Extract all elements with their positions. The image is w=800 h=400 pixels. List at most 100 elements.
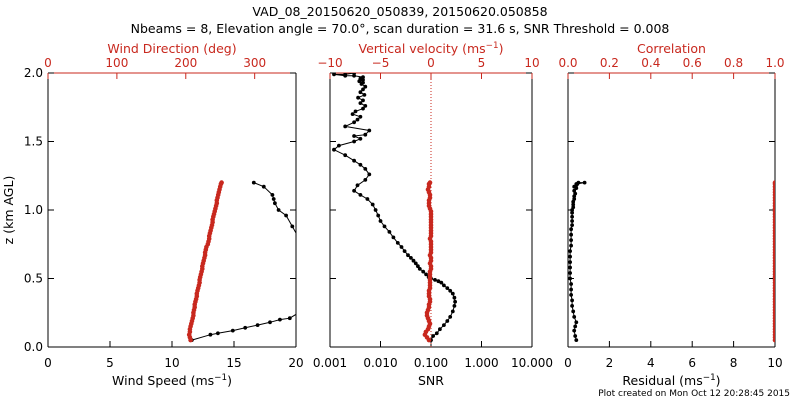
data-point	[568, 254, 572, 259]
data-point	[355, 117, 360, 122]
data-point	[361, 106, 365, 111]
data-point	[365, 197, 370, 201]
x-tick-label-bottom: 15	[226, 356, 241, 370]
data-point	[361, 87, 365, 92]
x-tick-label-top: 100	[105, 56, 128, 70]
x-tick-label-bottom: 4	[647, 356, 655, 370]
data-point	[352, 134, 356, 138]
series-line	[191, 182, 296, 341]
data-point	[343, 73, 348, 77]
data-point	[452, 304, 457, 308]
x-tick-label-bottom: 6	[688, 356, 696, 370]
data-point	[569, 232, 573, 237]
data-point	[358, 193, 363, 197]
data-point	[382, 224, 387, 229]
series-bottom	[568, 180, 587, 342]
data-point	[363, 167, 368, 171]
data-point	[273, 201, 277, 206]
data-point	[343, 153, 348, 158]
data-point	[436, 279, 441, 284]
data-point	[353, 109, 358, 114]
series-top	[422, 180, 434, 343]
data-point	[363, 84, 368, 89]
data-point	[251, 180, 256, 185]
data-point	[574, 182, 579, 186]
data-point	[411, 258, 416, 263]
data-point	[278, 317, 282, 322]
data-point	[358, 90, 363, 95]
data-point	[450, 309, 455, 314]
data-point	[569, 282, 573, 286]
data-point	[352, 188, 356, 193]
data-point	[276, 208, 281, 212]
x-tick-label-bottom: 0.001	[313, 356, 347, 370]
panel-residual: 0 2 4 6 8 10 Residual (ms−1) 0.0 0.2 0.4 0.6 0.8 1.0…	[558, 41, 784, 388]
x-tick-label-bottom: 0	[44, 356, 52, 370]
data-point	[352, 73, 356, 78]
x-tick-label-top: 0	[427, 56, 435, 70]
data-point	[453, 299, 457, 304]
data-point	[216, 331, 220, 336]
y-tick-label: 0.0	[24, 340, 43, 354]
data-point	[569, 293, 573, 297]
data-point	[391, 235, 396, 240]
data-point	[574, 320, 579, 325]
data-point	[362, 93, 367, 97]
data-point	[297, 236, 301, 240]
data-point	[421, 269, 426, 274]
data-point	[355, 183, 360, 188]
data-point	[427, 180, 433, 185]
data-point	[290, 224, 295, 229]
data-point	[406, 253, 410, 258]
data-point	[568, 276, 572, 281]
x-tick-label-bottom: 1.000	[464, 356, 498, 370]
x-tick-label-top: 5	[478, 56, 486, 70]
data-point	[358, 162, 363, 167]
data-point	[582, 180, 587, 185]
data-point	[413, 261, 418, 266]
data-point	[574, 338, 579, 342]
x-axis-label-bottom: Wind Speed (ms−1)	[112, 373, 232, 388]
x-tick-label-top: −10	[317, 56, 342, 70]
data-point	[417, 267, 422, 271]
data-point	[570, 219, 574, 223]
x-tick-label-bottom: 10	[767, 356, 782, 370]
data-point	[352, 139, 356, 144]
data-point	[569, 243, 573, 248]
data-point	[363, 132, 368, 137]
data-point	[358, 136, 363, 141]
data-point	[370, 202, 375, 207]
figure-title-line1: VAD_08_20150620_050839, 20150620.050858	[252, 4, 547, 19]
y-tick-label: 2.0	[24, 66, 43, 80]
data-point	[450, 291, 455, 296]
data-point	[431, 334, 435, 338]
data-point	[445, 319, 450, 323]
data-point	[361, 80, 365, 85]
data-point	[363, 104, 368, 108]
data-point	[448, 315, 453, 319]
data-point	[433, 278, 437, 282]
data-point	[352, 158, 356, 163]
data-point	[230, 328, 235, 333]
x-axis-label-top: Wind Direction (deg)	[107, 41, 236, 56]
data-point	[352, 73, 356, 75]
panel-snr: 0.001 0.010 0.100 1.000 10.000 SNR −10 −5 0 5 10 Ve…	[313, 41, 553, 388]
x-axis-label-top: Correlation	[637, 41, 706, 56]
data-point	[570, 223, 574, 228]
x-tick-label-bottom: 10.000	[511, 356, 553, 370]
y-tick-label: 0.5	[24, 272, 43, 286]
data-point	[270, 193, 275, 197]
data-point	[571, 202, 576, 207]
data-point	[337, 143, 341, 148]
series-bottom	[332, 73, 457, 342]
x-tick-label-bottom: 5	[106, 356, 114, 370]
data-point	[772, 180, 775, 185]
data-point	[367, 172, 372, 177]
data-point	[219, 180, 224, 185]
data-point	[569, 238, 573, 243]
x-tick-label-top: 0.4	[641, 56, 660, 70]
data-point	[570, 304, 574, 308]
x-tick-label-top: 0	[44, 56, 52, 70]
data-point	[350, 112, 355, 116]
